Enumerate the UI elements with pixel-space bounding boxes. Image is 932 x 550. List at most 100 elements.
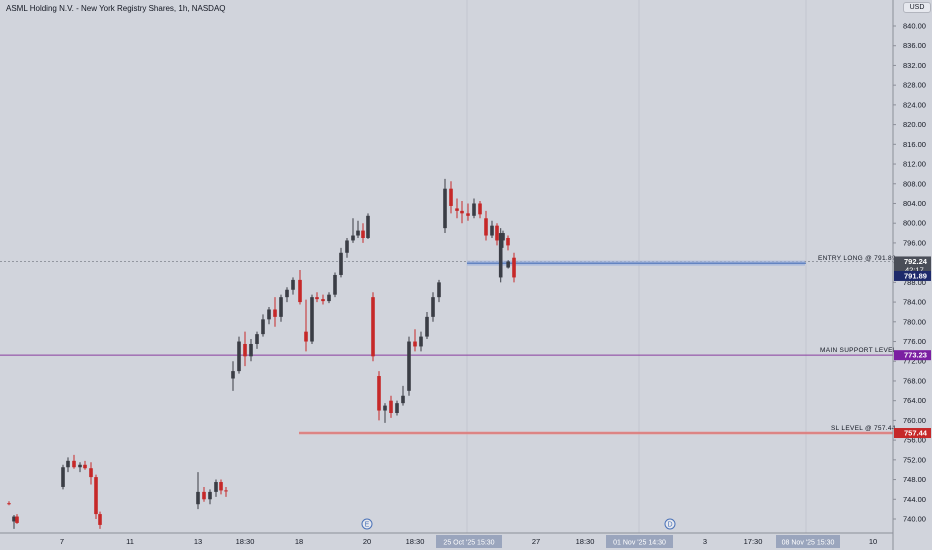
candle-down[interactable] <box>224 490 228 492</box>
candle-up[interactable] <box>419 336 423 347</box>
candle-down[interactable] <box>371 297 375 357</box>
candle-up[interactable] <box>285 289 289 298</box>
candle-up[interactable] <box>339 252 343 275</box>
candle-up[interactable] <box>490 225 494 236</box>
current-price-tag-bg[interactable] <box>894 256 931 276</box>
candle-down[interactable] <box>15 516 19 523</box>
candle-down[interactable] <box>455 208 459 211</box>
candle-up[interactable] <box>61 467 65 487</box>
sl-price-tag-bg[interactable] <box>894 428 931 439</box>
time-tick-label: 20 <box>363 537 371 546</box>
candle-up[interactable] <box>208 491 212 500</box>
price-tick-label: 764.00 <box>903 396 926 405</box>
candle-down[interactable] <box>94 477 98 515</box>
candle-up[interactable] <box>498 233 503 278</box>
candle-up[interactable] <box>401 395 405 404</box>
time-axis[interactable]: 7 11 13 18:30 18 20 18:30 27 18:30 3 17:30 10 25 Oct… <box>0 532 893 548</box>
dividend-marker[interactable] <box>664 518 676 530</box>
candle-down[interactable] <box>83 464 87 469</box>
candle-down[interactable] <box>389 400 393 414</box>
candle-down[interactable] <box>7 503 11 505</box>
candle-down[interactable] <box>413 341 417 347</box>
candle-up[interactable] <box>279 297 283 317</box>
candle-down[interactable] <box>466 213 470 216</box>
candle-down[interactable] <box>460 210 464 214</box>
price-tick-label: 808.00 <box>903 179 926 188</box>
time-tick-label: 17:30 <box>744 537 763 546</box>
price-tick-label: 816.00 <box>903 140 926 149</box>
grid <box>466 0 807 533</box>
candle-up[interactable] <box>431 297 435 317</box>
candle-down[interactable] <box>72 460 76 468</box>
candle-up[interactable] <box>333 274 337 295</box>
price-tick-label: 812.00 <box>903 160 926 169</box>
candles[interactable] <box>7 178 516 529</box>
candle-up[interactable] <box>237 341 241 372</box>
candle-up[interactable] <box>472 203 476 216</box>
candle-down[interactable] <box>495 225 499 241</box>
candle-down[interactable] <box>321 299 325 302</box>
price-tick-label: 776.00 <box>903 337 926 346</box>
candle-down[interactable] <box>361 230 365 238</box>
currency-button[interactable]: USD <box>903 2 931 13</box>
time-tick-label: 7 <box>60 537 64 546</box>
chart-title: ASML Holding N.V. - New York Registry Sh… <box>6 4 226 13</box>
candle-up[interactable] <box>291 279 295 290</box>
candle-down[interactable] <box>512 257 516 278</box>
candle-down[interactable] <box>273 309 277 317</box>
candle-down[interactable] <box>478 203 482 215</box>
candle-up[interactable] <box>261 319 265 335</box>
candle-down[interactable] <box>219 482 223 491</box>
candle-up[interactable] <box>66 460 70 468</box>
time-highlight-label: 01 Nov '25 14:30 <box>613 540 666 547</box>
price-tick-label: 788.00 <box>903 278 926 287</box>
candle-up[interactable] <box>231 371 235 379</box>
candle-up[interactable] <box>351 235 355 241</box>
candle-up[interactable] <box>407 341 411 391</box>
candle-up[interactable] <box>425 316 429 337</box>
price-axis[interactable]: 740.00 744.00 748.00 752.00 756.00 760.00 764.… <box>892 0 931 550</box>
candle-up[interactable] <box>383 405 387 411</box>
candle-up[interactable] <box>255 334 259 344</box>
candle-up[interactable] <box>214 482 218 492</box>
candle-up[interactable] <box>501 233 505 241</box>
candle-down[interactable] <box>89 468 93 478</box>
candle-up[interactable] <box>196 491 200 505</box>
candle-up[interactable] <box>78 464 82 468</box>
candle-up[interactable] <box>437 282 441 298</box>
candle-up[interactable] <box>310 297 314 342</box>
candle-up[interactable] <box>506 261 510 268</box>
candle-down[interactable] <box>98 514 102 525</box>
candle-down[interactable] <box>377 376 381 411</box>
candle-down[interactable] <box>202 491 206 500</box>
candle-up[interactable] <box>327 294 331 302</box>
earnings-marker[interactable] <box>361 518 373 530</box>
candle-down[interactable] <box>304 331 308 342</box>
time-tick-label: 27 <box>532 537 540 546</box>
event-marker-label: E <box>365 522 370 529</box>
candle-down[interactable] <box>243 343 247 357</box>
support-price-tag-bg[interactable] <box>894 350 931 361</box>
price-tick-label: 820.00 <box>903 120 926 129</box>
candle-down[interactable] <box>449 188 453 206</box>
candle-down[interactable] <box>484 218 488 236</box>
candle-up[interactable] <box>12 516 16 522</box>
candle-down[interactable] <box>298 279 302 303</box>
candle-up[interactable] <box>366 215 370 238</box>
entry-price-tag-bg[interactable] <box>894 270 931 281</box>
candle-down[interactable] <box>315 297 319 300</box>
price-tick-label: 784.00 <box>903 298 926 307</box>
candle-up[interactable] <box>249 343 253 357</box>
candle-up[interactable] <box>395 403 399 414</box>
candle-up[interactable] <box>356 230 360 236</box>
candle-up[interactable] <box>443 188 447 229</box>
candle-up[interactable] <box>267 309 271 320</box>
time-highlight-bg <box>436 535 502 548</box>
candle-down[interactable] <box>506 237 510 246</box>
level-lines[interactable]: ENTRY LONG @ 791.89 MAIN SUPPORT LEVEL SL … <box>0 255 897 435</box>
price-tick-label: 780.00 <box>903 317 926 326</box>
candle-up[interactable] <box>345 240 349 253</box>
